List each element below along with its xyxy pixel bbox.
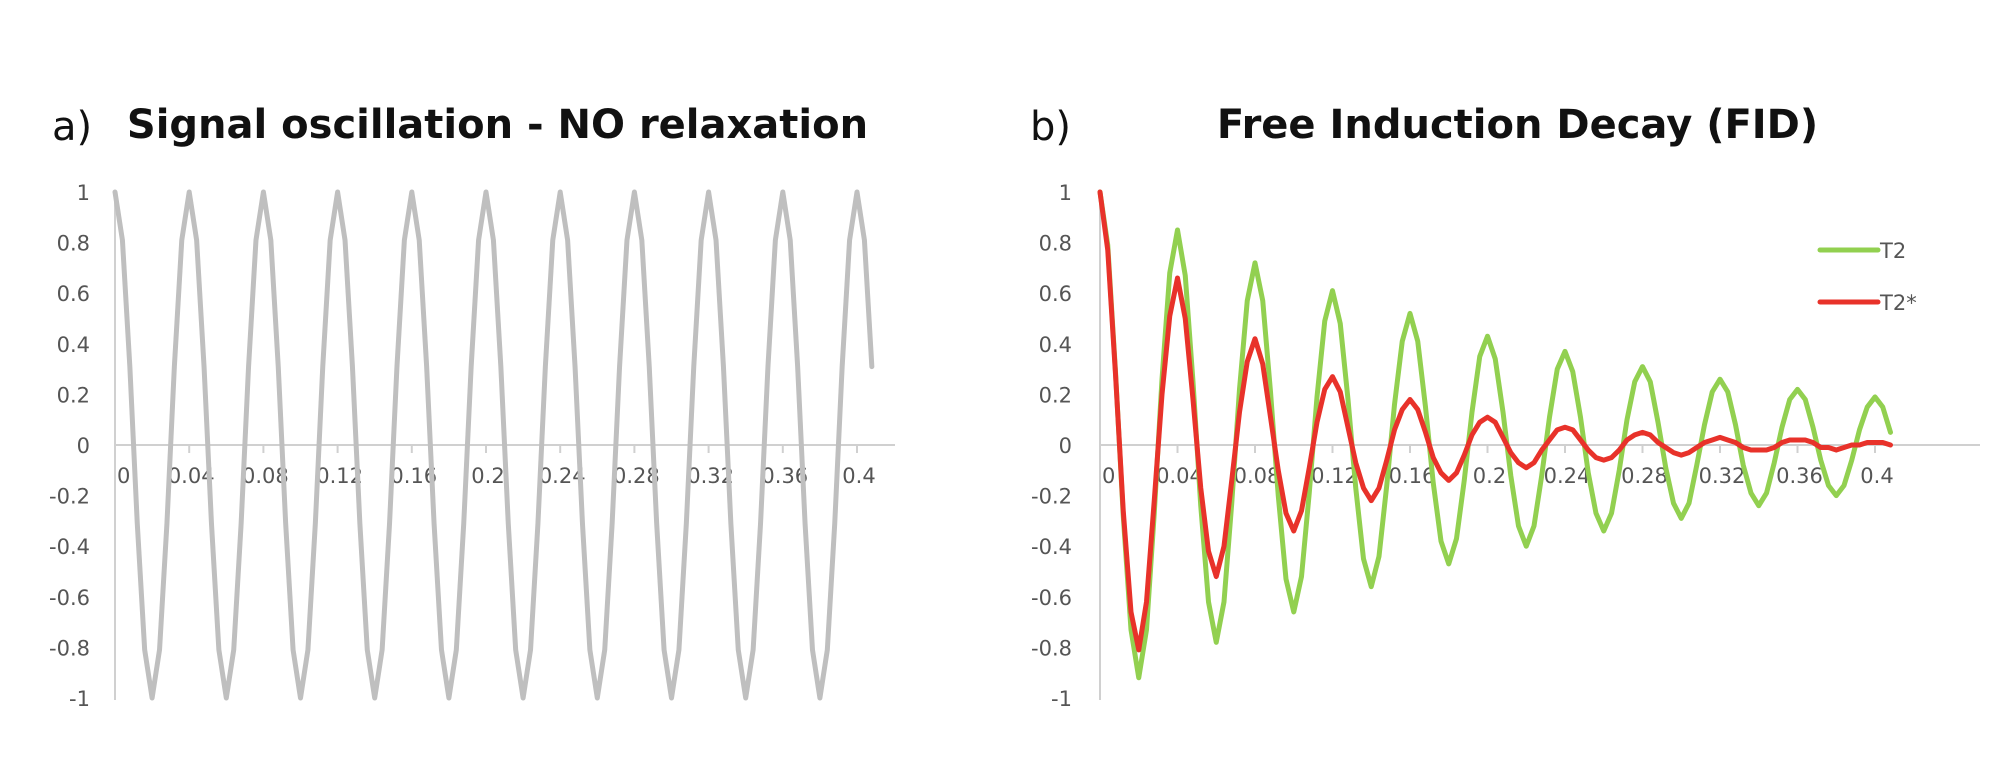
series-line-t2 [1097,189,1893,681]
y-tick-label: -0.4 [49,535,90,559]
panel-b-title: Free Induction Decay (FID) [1216,102,1819,148]
x-tick-label: 0.12 [1311,464,1358,488]
series-line-signal [112,189,875,701]
y-tick-label: 0.4 [1039,333,1072,357]
y-tick-label: -0.4 [1031,535,1072,559]
panel-a-title: Signal oscillation - NO relaxation [126,102,869,148]
panel-b-label: b) [1030,104,1071,150]
y-tick-label: -0.6 [49,586,90,610]
x-tick-label: 0.08 [1234,464,1281,488]
x-tick-label: 0.16 [1389,464,1436,488]
y-tick-label: 0.2 [57,383,90,407]
y-tick-label: 0.4 [57,333,90,357]
x-tick-label: 0.32 [1699,464,1746,488]
legend-label: T2* [1879,291,1917,315]
x-tick-label: 0.36 [1776,464,1823,488]
x-tick-label: 0.4 [1860,464,1893,488]
y-tick-label: 1 [1059,181,1072,205]
chart-b: 0 0.04 0.08 0.12 0.16 0.2 0.24 0.28 0.32 0.36 0.4 1… [1031,181,1980,711]
x-tick-label: 0.04 [1156,464,1203,488]
x-tick-label: 0 [117,464,130,488]
x-tick-label: 0.2 [471,464,504,488]
y-tick-label: 0.8 [57,232,90,256]
y-tick-label: 0.6 [1039,282,1072,306]
y-tick-label: 0.6 [57,282,90,306]
chart-a: 0 0.04 0.08 0.12 0.16 0.2 0.24 0.28 0.32 0.36 0.41… [49,181,895,711]
y-tick-label: 0.8 [1039,232,1072,256]
y-tick-label: -1 [69,687,90,711]
x-tick-label: 0.24 [1544,464,1591,488]
x-tick-label: 0 [1102,464,1115,488]
y-tick-label: 0 [77,434,90,458]
y-tick-label: -1 [1051,687,1072,711]
y-tick-label: -0.2 [49,485,90,509]
x-tick-label: 0.4 [842,464,875,488]
y-tick-label: 1 [77,181,90,205]
y-tick-label: 0.2 [1039,383,1072,407]
series-line-t2-star [1097,189,1893,653]
x-tick-label: 0.2 [1473,464,1506,488]
y-tick-label: -0.6 [1031,586,1072,610]
panel-a-label: a) [52,104,93,150]
legend-label: T2 [1879,239,1906,263]
x-tick-label: 0.28 [1621,464,1668,488]
y-tick-label: -0.8 [1031,636,1072,660]
y-tick-label: 0 [1059,434,1072,458]
y-tick-label: -0.8 [49,636,90,660]
y-tick-label: -0.2 [1031,485,1072,509]
